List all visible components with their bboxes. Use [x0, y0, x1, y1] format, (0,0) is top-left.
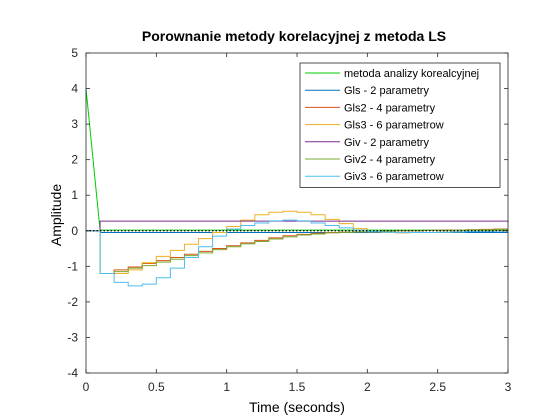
x-tick-label: 2 — [364, 380, 371, 394]
y-axis-label: Amplitude — [48, 184, 64, 246]
y-tick-label: 1 — [71, 188, 78, 202]
y-tick-label: 2 — [71, 153, 78, 167]
y-tick-label: -4 — [67, 366, 78, 380]
legend-box — [299, 62, 501, 188]
series-line-7 — [86, 219, 508, 287]
ticks-layer: 0 0.5 1 1.5 2 2.5 3 -4 -3 -2 -1 0 1 2 3 4 5 — [67, 46, 511, 394]
x-tick-label: 0 — [83, 380, 90, 394]
series-layer — [85, 88, 509, 287]
y-tick-label: -1 — [67, 259, 78, 273]
y-tick-label: 4 — [71, 82, 78, 96]
x-tick-label: 2.5 — [429, 380, 446, 394]
legend-label: metoda analizy korealcyjnej — [344, 68, 479, 80]
series-line-6 — [86, 228, 508, 274]
legend-label: Giv3 - 6 parametrow — [344, 171, 444, 183]
y-tick-label: 5 — [71, 46, 78, 60]
x-tick-label: 1.5 — [289, 380, 306, 394]
y-tick-label: 0 — [71, 224, 78, 238]
chart-title: Porownanie metody korelacyjnej z metoda … — [142, 28, 446, 44]
legend-label: Giv - 2 parametry — [344, 137, 429, 149]
legend-label: Gls - 2 parametry — [344, 85, 429, 97]
y-tick-label: -2 — [67, 295, 78, 309]
legend-label: Gls2 - 4 parametry — [344, 102, 436, 114]
y-tick-label: 3 — [71, 117, 78, 131]
x-tick-label: 3 — [505, 380, 512, 394]
legend: metoda analizy korealcyjnej Gls - 2 param… — [299, 62, 501, 188]
x-tick-label: 1 — [223, 380, 230, 394]
legend-label: Giv2 - 4 parametry — [344, 154, 436, 166]
x-tick-label: 0.5 — [148, 380, 165, 394]
y-tick-label: -3 — [67, 330, 78, 344]
legend-label: Gls3 - 6 parametrow — [344, 120, 444, 132]
x-axis-label: Time (seconds) — [249, 399, 345, 415]
